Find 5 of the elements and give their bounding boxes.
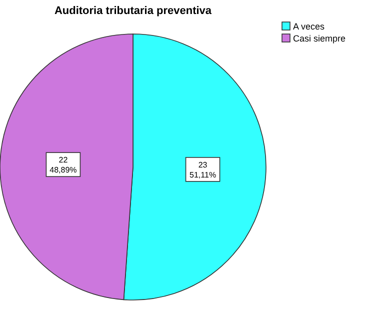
data-label: 22 48,89% xyxy=(50,156,77,175)
data-label: 23 51,11% xyxy=(190,160,216,180)
legend-label: A veces xyxy=(293,22,326,32)
legend-label: Casi siempre xyxy=(293,34,346,44)
chart-title: Auditoria tributaria preventiva xyxy=(54,5,212,17)
